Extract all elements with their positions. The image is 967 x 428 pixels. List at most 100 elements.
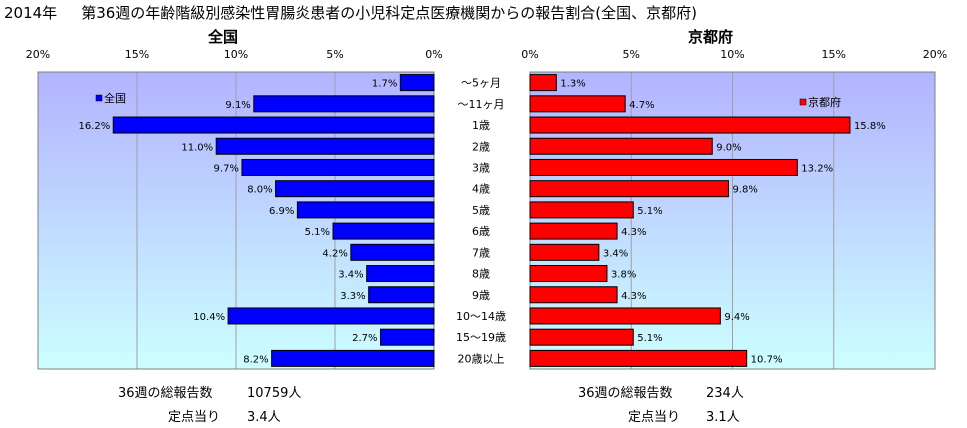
age-category-label: 5歳 [472, 204, 490, 217]
national-tick-label: 20% [26, 48, 50, 61]
national-bar [253, 95, 435, 113]
bar-charts: 20% 15% 10% 5% 0% 1.7% 9.1% 16.2% 11.0%9.7% 8.0% 6… [26, 48, 947, 370]
age-category-label: 4歳 [472, 183, 490, 196]
national-data-label: 9.7% [214, 163, 239, 174]
kyoto-bar [529, 243, 600, 261]
age-category-label: 20歳以上 [458, 352, 505, 365]
national-legend-swatch [95, 94, 103, 102]
kyoto-tick-label: 0% [521, 48, 538, 61]
national-bar [215, 137, 435, 155]
title-year: 2014年 [4, 4, 58, 22]
age-category-label: ～11ヶ月 [458, 98, 505, 111]
kyoto-bar [529, 328, 634, 346]
national-data-label: 5.1% [305, 227, 330, 238]
kyoto-plot-border [529, 71, 936, 370]
national-plot-border [37, 71, 435, 370]
age-category-labels: ～5ヶ月 ～11ヶ月 1歳 2歳 3歳 4歳 5歳 6歳 7歳 8歳 9歳 10～14歳 15～19歳 2… [456, 77, 506, 366]
kyoto-tick-label: 15% [822, 48, 846, 61]
national-bar [112, 116, 435, 134]
kyoto-legend-label: 京都府 [808, 95, 841, 109]
kyoto-data-label: 5.1% [637, 206, 662, 217]
kyoto-bar [529, 137, 713, 155]
national-per-value: 3.4人 [247, 410, 281, 425]
age-category-label: 10～14歳 [456, 310, 506, 323]
national-bar [350, 243, 435, 261]
kyoto-tick-label: 10% [720, 48, 744, 61]
kyoto-chart: 0% 5% 10% 15% 20% 1.3% 4.7% 15.8% 9.0% 13.2% 9.8% 5… [521, 48, 947, 370]
national-total-value: 10759人 [247, 386, 302, 401]
age-category-label: 6歳 [472, 225, 490, 238]
national-bar [366, 265, 435, 283]
national-data-label: 8.2% [243, 354, 268, 365]
national-legend-label: 全国 [104, 91, 126, 105]
kyoto-bar [529, 307, 721, 325]
chart-title: 2014年 第36週の年齢階級別感染性胃腸炎患者の小児科定点医療機関からの報告割合… [4, 2, 697, 23]
national-data-label: 11.0% [181, 142, 213, 153]
title-text: 第36週の年齢階級別感染性胃腸炎患者の小児科定点医療機関からの報告割合(全国、京… [81, 4, 697, 22]
kyoto-data-label: 5.1% [637, 333, 662, 344]
kyoto-total-value: 234人 [706, 386, 744, 401]
national-data-label: 16.2% [78, 121, 110, 132]
kyoto-data-label: 1.3% [560, 79, 585, 90]
age-category-label: 8歳 [472, 268, 490, 281]
age-category-label: 3歳 [472, 161, 490, 174]
kyoto-bar [529, 116, 851, 134]
national-data-label: 1.7% [372, 79, 397, 90]
kyoto-bar [529, 265, 608, 283]
kyoto-total-label: 36週の総報告数 [578, 386, 673, 401]
kyoto-per-label: 定点当り [628, 410, 681, 425]
kyoto-data-label: 4.3% [621, 227, 646, 238]
national-data-label: 4.2% [322, 248, 347, 259]
kyoto-bar [529, 349, 748, 367]
national-data-label: 6.9% [269, 206, 294, 217]
kyoto-bar [529, 222, 618, 240]
national-panel-title: 全国 [208, 28, 239, 46]
national-tick-label: 5% [326, 48, 343, 61]
kyoto-data-label: 4.7% [629, 100, 654, 111]
kyoto-panel-title: 京都府 [688, 28, 734, 46]
national-chart: 20% 15% 10% 5% 0% 1.7% 9.1% 16.2% 11.0%9.7% 8.0% 6… [26, 48, 443, 370]
national-legend: 全国 [95, 91, 126, 105]
kyoto-data-label: 9.8% [732, 185, 757, 196]
kyoto-tick-label: 5% [623, 48, 640, 61]
kyoto-data-label: 4.3% [621, 291, 646, 302]
national-bar [227, 307, 435, 325]
kyoto-data-label: 10.7% [751, 354, 783, 365]
kyoto-bar [529, 180, 729, 198]
kyoto-bar [529, 286, 618, 304]
national-data-label: 10.4% [193, 312, 225, 323]
kyoto-data-label: 3.8% [611, 270, 636, 281]
age-category-label: 2歳 [472, 140, 490, 153]
age-category-label: ～5ヶ月 [461, 77, 501, 90]
national-tick-label: 10% [224, 48, 248, 61]
kyoto-per-value: 3.1人 [706, 410, 740, 425]
national-per-label: 定点当り [168, 410, 221, 425]
national-bar [275, 180, 435, 198]
age-category-label: 15～19歳 [456, 331, 506, 344]
national-bar [380, 328, 435, 346]
age-category-label: 9歳 [472, 289, 490, 302]
national-bar [399, 74, 435, 92]
national-bar [332, 222, 435, 240]
kyoto-data-label: 15.8% [854, 121, 886, 132]
kyoto-legend: 京都府 [799, 95, 841, 109]
national-bar [241, 158, 435, 176]
national-data-label: 3.3% [340, 291, 365, 302]
kyoto-bar [529, 158, 798, 176]
kyoto-bar [529, 74, 557, 92]
kyoto-legend-swatch [799, 98, 807, 106]
national-tick-label: 15% [125, 48, 149, 61]
kyoto-data-label: 9.4% [724, 312, 749, 323]
national-bar [368, 286, 435, 304]
kyoto-data-label: 13.2% [801, 163, 833, 174]
national-tick-label: 0% [425, 48, 442, 61]
national-total-label: 36週の総報告数 [118, 386, 213, 401]
national-data-label: 9.1% [225, 100, 250, 111]
national-bar [271, 349, 435, 367]
kyoto-tick-label: 20% [923, 48, 947, 61]
national-data-label: 2.7% [352, 333, 377, 344]
national-data-label: 3.4% [338, 270, 363, 281]
national-bar [296, 201, 435, 219]
kyoto-bar [529, 201, 634, 219]
